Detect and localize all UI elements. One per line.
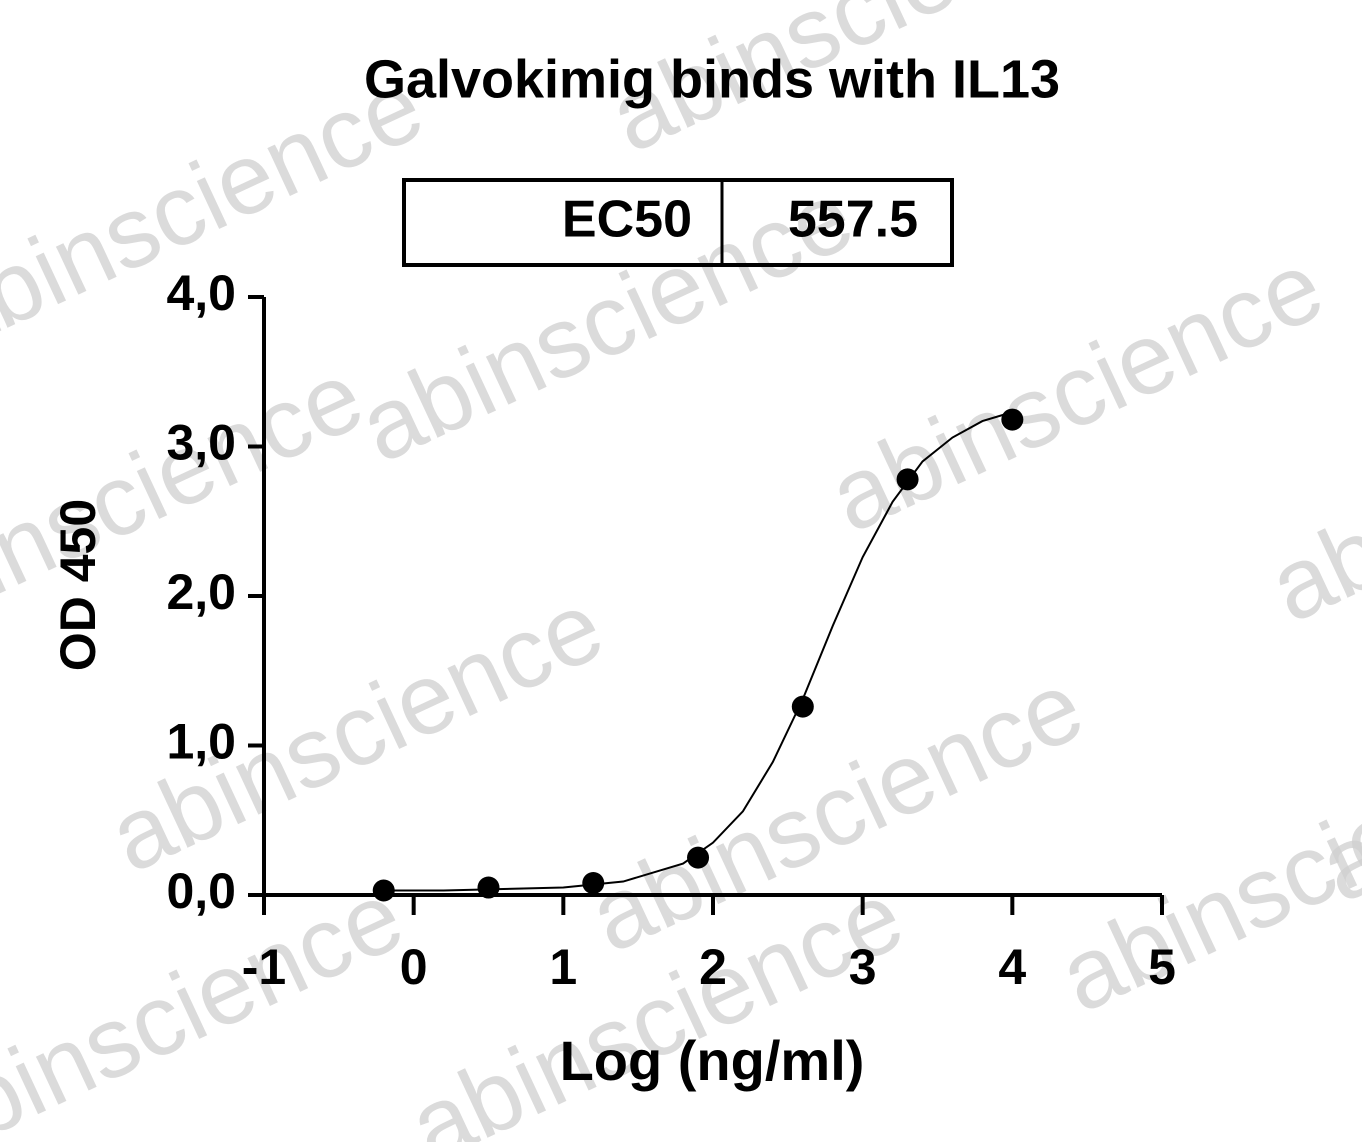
y-tick-label: 3,0	[166, 415, 236, 471]
ec50-value: 557.5	[788, 191, 918, 249]
y-axis-label: OD 450	[50, 499, 106, 671]
watermark: abinscience	[1253, 319, 1362, 644]
data-point	[477, 876, 500, 899]
y-tick-label: 4,0	[166, 265, 236, 321]
data-point	[687, 846, 710, 869]
y-tick-label: 1,0	[166, 714, 236, 770]
data-point	[791, 695, 814, 718]
y-tick-label: 2,0	[166, 564, 236, 620]
x-tick-label: -1	[242, 939, 286, 995]
data-point	[1001, 408, 1024, 431]
data-point	[896, 468, 919, 491]
ec50-box	[402, 178, 954, 267]
data-point	[372, 879, 395, 902]
x-tick-label: 0	[400, 939, 428, 995]
ec50-label: EC50	[562, 191, 692, 249]
data-point	[582, 872, 605, 895]
fit-curve	[383, 411, 1013, 892]
chart-title: Galvokimig binds with IL13	[364, 49, 1060, 109]
x-tick-label: 1	[549, 939, 577, 995]
watermark: abinscience	[1043, 709, 1362, 1034]
x-tick-label: 4	[998, 939, 1026, 995]
x-tick-label: 2	[699, 939, 727, 995]
x-axis-label: Log (ng/ml)	[560, 1029, 865, 1092]
x-tick-label: 3	[849, 939, 877, 995]
x-tick-label: 5	[1148, 939, 1176, 995]
watermark: abinscience	[813, 229, 1339, 554]
y-tick-label: 0,0	[166, 863, 236, 919]
